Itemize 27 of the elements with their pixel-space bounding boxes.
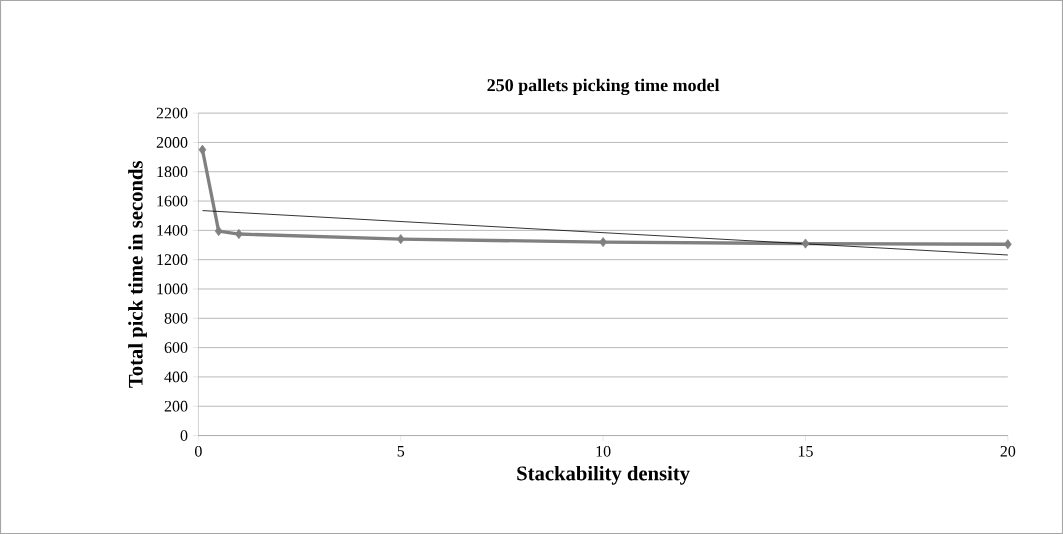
point — [198, 144, 207, 155]
point — [801, 238, 810, 249]
x-axis-title: Stackability density — [517, 465, 690, 485]
y-tick-label: 400 — [164, 371, 188, 383]
y-axis-title: Total pick time in seconds — [128, 161, 147, 388]
y-tick-label: 1200 — [157, 254, 188, 266]
y-tick-label: 2200 — [156, 107, 188, 119]
y-tick-label: 1400 — [157, 224, 188, 236]
point — [214, 226, 223, 237]
point — [599, 237, 607, 248]
x-tick-label: 15 — [798, 445, 813, 457]
x-tick-label: 20 — [1000, 445, 1016, 457]
y-tick-label: 0 — [180, 430, 188, 441]
y-tick-label: 800 — [164, 312, 188, 324]
x-tick-label: 5 — [397, 445, 405, 457]
point — [396, 234, 405, 245]
y-tick-label: 600 — [164, 342, 188, 353]
chart-title: 250 pallets picking time model — [487, 78, 720, 96]
point — [1004, 239, 1012, 250]
y-tick-label: 200 — [164, 400, 188, 412]
x-tick-label: 10 — [596, 445, 611, 457]
y-tick-label: 2000 — [156, 137, 188, 148]
y-tick-label: 1000 — [157, 283, 188, 295]
point — [235, 229, 243, 240]
y-tick-label: 1800 — [157, 166, 188, 178]
y-tick-label: 1600 — [157, 195, 188, 207]
x-tick-label: 0 — [195, 445, 202, 457]
